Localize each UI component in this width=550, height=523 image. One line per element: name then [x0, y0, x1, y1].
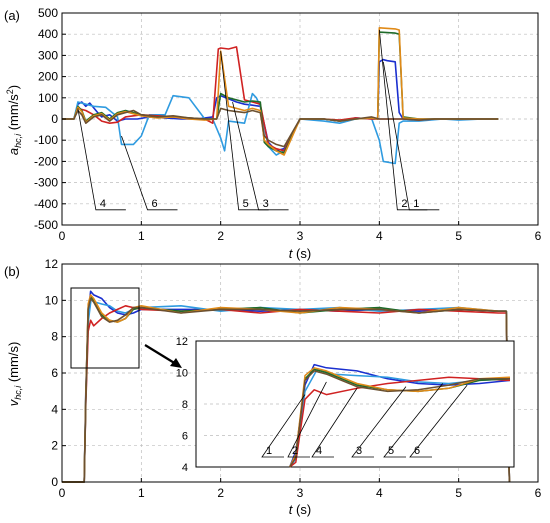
inset-yticks: 4 6 8 10 12: [176, 336, 188, 474]
panel-a-ytick-label: 300: [38, 48, 58, 62]
panel-b-ytick-label: 2: [51, 439, 58, 453]
panel-b-series-6-line: [62, 297, 511, 483]
panel-b-ytick-label: 8: [51, 330, 58, 344]
panel-a-callout-label: 6: [152, 198, 158, 210]
panel-a-ytick-label: -200: [34, 154, 58, 168]
panel-b-xtick-label: 4: [376, 486, 383, 500]
panel-a-callout-label: 1: [413, 198, 419, 210]
inset-callout-label: 6: [414, 445, 420, 457]
panel-a-ytick-label: 200: [38, 70, 58, 84]
panel-b-xtick-label: 0: [59, 486, 66, 500]
panel-a-xtick-label: 1: [138, 229, 145, 243]
panel-a-series: [62, 26, 499, 165]
panel-b-label: (b): [4, 264, 20, 279]
panel-a-xtick-label: 4: [376, 229, 383, 243]
panel-a-xtick-label: 6: [535, 229, 542, 243]
inset-callout-leader: [409, 384, 468, 458]
panel-a-series-2-line: [62, 92, 499, 165]
inset-series-6-line: [289, 370, 510, 468]
panel-a-callout-leader: [382, 61, 440, 211]
panel-b-ylabel: vhc,i (mm/s): [6, 342, 23, 407]
panel-b-ytick-label: 12: [45, 257, 59, 271]
zoom-arrow: [144, 344, 177, 365]
panel-b-xtick-label: 1: [138, 486, 145, 500]
inset-callout-label: 2: [292, 445, 298, 457]
inset-callout-leader: [287, 381, 327, 458]
panel-a-series-6-line: [62, 107, 499, 148]
inset-callout-leader: [261, 394, 306, 458]
panel-a-label: (a): [4, 8, 20, 23]
panel-b-ytick-label: 4: [51, 402, 58, 416]
panel-a-ytick-label: -500: [34, 218, 58, 232]
inset-callout-label: 3: [356, 445, 362, 457]
inset-callouts: 1 2 4 3 5 6: [261, 381, 468, 458]
panel-a-ytick-label: 0: [51, 112, 58, 126]
inset-grid: [204, 372, 510, 436]
panel-a-series-3-line: [62, 46, 499, 152]
panel-a-callout-leader: [232, 101, 289, 211]
panel-b-ytick-label: 6: [51, 366, 58, 380]
zoom-region-box: [70, 287, 140, 369]
panel-a-ytick-label: 100: [38, 91, 58, 105]
inset-callout-label: 4: [316, 445, 322, 457]
panel-a-xlabel: t (s): [289, 246, 311, 261]
panel-a-xtick-label: 2: [217, 229, 224, 243]
panel-b-xlabel: t (s): [289, 502, 311, 517]
panel-a-callout-label: 5: [243, 198, 249, 210]
inset-ytick-label: 12: [176, 336, 188, 348]
inset-callout-leader: [351, 386, 407, 458]
panel-a-callout-label: 3: [263, 198, 269, 210]
inset-ytick-label: 10: [176, 368, 188, 380]
inset-callout-label: 1: [266, 445, 272, 457]
panel-a-series-1-line: [62, 58, 499, 152]
panel-a-ytick-label: -400: [34, 197, 58, 211]
panel-a-ytick-label: -300: [34, 176, 58, 190]
panel-b-xtick-label: 3: [297, 486, 304, 500]
panel-a-series-5-line: [62, 26, 499, 156]
zoom-arrowhead: [170, 358, 182, 368]
inset-callout-leader: [383, 383, 443, 458]
inset-callout-label: 5: [388, 445, 394, 457]
panel-a-xtick-label: 5: [455, 229, 462, 243]
inset-callout-leader: [311, 388, 358, 458]
panel-a-ytick-label: 500: [38, 6, 58, 20]
panel-b-series-5-line: [62, 294, 511, 483]
panel-a-callout-label: 4: [100, 198, 106, 210]
panel-a-xtick-label: 3: [297, 229, 304, 243]
panel-a-xtick-label: 0: [59, 229, 66, 243]
panel-a-xticks: 0 1 2 3 4 5 6: [59, 221, 542, 243]
panel-b-yticks: 0 2 4 6 8 10 12: [45, 257, 66, 489]
panel-b-xticks: 0 1 2 3 4 5 6: [59, 478, 542, 500]
panel-b-ytick-label: 0: [51, 475, 58, 489]
panel-b-xtick-label: 5: [455, 486, 462, 500]
panel-a-callout-leader: [77, 108, 126, 211]
panel-b-xtick-label: 2: [217, 486, 224, 500]
panel-a-ylabel: ahc,i (mm/s2): [5, 85, 23, 155]
panel-a-callout-label: 2: [401, 198, 407, 210]
panel-a-series-4-line: [62, 31, 499, 154]
panel-b-xtick-label: 6: [535, 486, 542, 500]
panel-a-ytick-label: 400: [38, 27, 58, 41]
panel-a-callout-leader: [121, 135, 178, 211]
inset-ytick-label: 4: [182, 462, 188, 474]
inset-ytick-label: 6: [182, 431, 188, 443]
inset-ytick-label: 8: [182, 399, 188, 411]
panel-b-series: [62, 290, 511, 483]
panel-a-ytick-label: -100: [34, 133, 58, 147]
panel-a-yticks: -500 -400 -300 -200 -100 0 100 200 300 400 500: [34, 6, 66, 232]
panel-b-ytick-label: 10: [45, 293, 59, 307]
